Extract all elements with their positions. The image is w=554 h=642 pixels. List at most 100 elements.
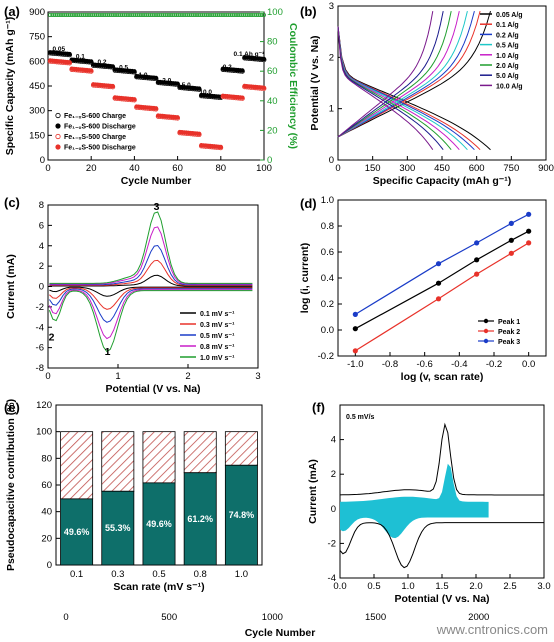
y-tick-label: 2 (329, 52, 334, 63)
efficiency-point (214, 12, 219, 17)
efficiency-point (259, 12, 264, 17)
pseudocapacitive-fill (340, 463, 489, 539)
y-tick-label: 150 (29, 130, 45, 141)
legend-label: 0.1 mV s⁻¹ (200, 311, 235, 318)
x-axis-title: Cycle Number (245, 627, 316, 639)
charge-curve (337, 10, 475, 138)
efficiency-point (52, 12, 57, 17)
efficiency-point (255, 12, 260, 17)
x-axis-title: log (v, scan rate) (401, 371, 484, 383)
efficiency-point (149, 12, 154, 17)
capacity-point (261, 85, 267, 90)
bar-pseudocapacitive (142, 482, 176, 566)
x-tick-label: 80 (216, 163, 227, 174)
rate-label: 2.0 (162, 78, 171, 85)
efficiency-point (132, 12, 137, 17)
efficiency-point (188, 12, 193, 17)
efficiency-point (223, 12, 228, 17)
x-tick-label: 150 (365, 163, 381, 174)
discharge-curve (337, 26, 452, 151)
efficiency-point (108, 12, 113, 17)
x-tick-label: 1 (115, 371, 120, 382)
efficiency-point (225, 12, 230, 17)
discharge-curve (337, 26, 475, 151)
efficiency-point (184, 12, 189, 17)
efficiency-point (61, 12, 66, 17)
rate-label: 5.0 (182, 82, 191, 89)
data-point (508, 250, 514, 256)
bar-capacitive-remainder (142, 431, 176, 484)
discharge-curve (337, 26, 434, 150)
x-axis-title: Scan rate (mV s⁻¹) (113, 581, 204, 593)
y-tick-label: 40 (41, 507, 52, 518)
efficiency-point (48, 12, 53, 17)
x-tick-label: 2 (185, 371, 190, 382)
panel-d: (d) -1.0 -0.8 -0.6 -0.4 -0.2 0.0 -0.2 0.0 0.2 0.4 0… (299, 195, 547, 383)
efficiency-point (63, 12, 68, 17)
y-tick-label: 0.2 (321, 299, 334, 310)
charge-curve (337, 10, 460, 138)
efficiency-point (242, 12, 247, 17)
x-tick-label: 1.5 (435, 581, 448, 592)
y-tick-label: -6 (36, 343, 44, 354)
x-tick-label: -0.2 (486, 359, 502, 370)
efficiency-point (136, 12, 141, 17)
x-tick-label: 3 (255, 371, 260, 382)
efficiency-point (82, 12, 87, 17)
legend-label: Peak 1 (498, 319, 520, 326)
y2-tick-label: 40 (267, 96, 278, 107)
efficiency-point (244, 12, 249, 17)
capacity-point (153, 106, 159, 111)
efficiency-point (218, 12, 223, 17)
x-tick-label: 1.0 (235, 569, 248, 580)
y-tick-label: -8 (36, 363, 44, 374)
panel-b: (b) 0 150 300 450 600 750 900 0 1 2 3 Specific Capac… (300, 1, 554, 187)
peak-label: 1 (105, 346, 111, 358)
legend-label: 0.5 mV s⁻¹ (200, 333, 235, 340)
efficiency-point (143, 12, 148, 17)
data-point (435, 261, 442, 267)
x-axis-title: Potential (V vs. Na) (105, 383, 200, 395)
y-tick-label: -2 (328, 538, 336, 549)
capacity-point (67, 60, 72, 65)
efficiency-point (84, 12, 89, 17)
x-tick-label: 1000 (262, 612, 283, 623)
y-tick-label: -2 (36, 302, 44, 313)
y-tick-label: 120 (36, 400, 52, 411)
x-tick-label: 600 (469, 163, 485, 174)
discharge-curve (337, 26, 468, 151)
efficiency-point (238, 12, 243, 17)
capacity-point (196, 131, 202, 137)
y-axis-title: Specific Capacity (mAh g⁻¹) (4, 17, 16, 156)
y-tick-label: 4 (331, 435, 336, 446)
efficiency-point (80, 12, 85, 17)
efficiency-point (117, 12, 122, 17)
y-tick-label: 100 (36, 427, 52, 438)
x-tick-label: 1.0 (401, 581, 414, 592)
y2-tick-label: 100 (267, 7, 283, 18)
charge-curve (337, 11, 434, 138)
x-axis-title: Specific Capacity (mAh g⁻¹) (373, 175, 512, 187)
efficiency-point (192, 12, 197, 17)
efficiency-point (134, 12, 139, 17)
cv-cathodic-curve (48, 290, 253, 353)
y-tick-label: 0 (39, 282, 44, 293)
rate-label: 0.5 (119, 65, 128, 72)
y-tick-label: 0.8 (321, 221, 334, 232)
capacity-point (88, 68, 94, 73)
panel-f-label: (f) (312, 400, 325, 415)
x-tick-label: 3.0 (537, 581, 550, 592)
charge-curve (337, 10, 481, 138)
efficiency-point (166, 12, 171, 17)
efficiency-point (97, 12, 102, 17)
efficiency-point (162, 12, 167, 17)
x-axis-title: Cycle Number (121, 175, 192, 187)
efficiency-point (227, 12, 232, 17)
efficiency-point (102, 12, 107, 17)
y-tick-label: -0.2 (318, 351, 334, 362)
data-point (474, 271, 480, 277)
charge-curve (337, 10, 444, 138)
y2-tick-label: 80 (267, 37, 278, 48)
efficiency-point (257, 12, 262, 17)
x-tick-label: 40 (129, 163, 140, 174)
